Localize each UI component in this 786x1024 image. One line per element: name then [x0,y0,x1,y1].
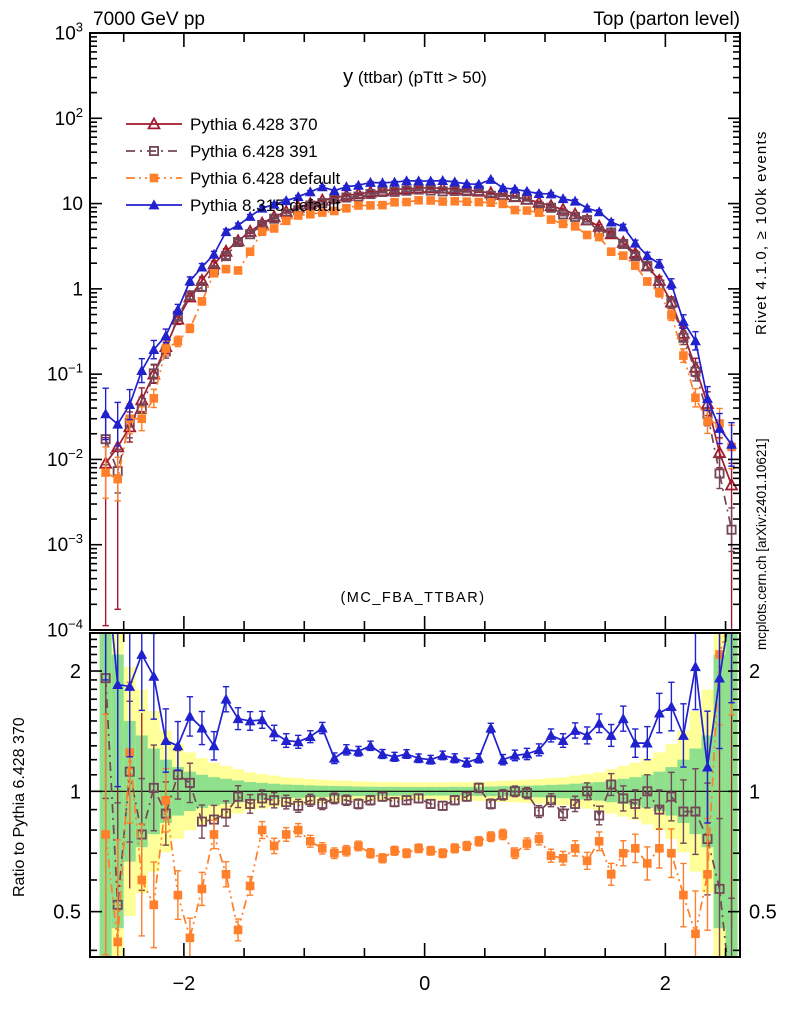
ratio-y-tick-label-left: 0.5 [53,902,81,924]
header-process: Top (parton level) [593,9,740,30]
legend: Pythia 6.428 370 Pythia 6.428 391 Pythia 6… [126,115,341,215]
main-panel-frame [89,32,741,631]
main-series-pythia-6-428-370 [98,180,739,630]
legend-entry-pythia-6-428-391: Pythia 6.428 391 [126,142,318,161]
plot-title: y (ttbar) (pTtt > 50) [343,66,487,88]
legend-entry-pythia-6-428-370: Pythia 6.428 370 [126,115,318,134]
main-y-tick-label: 102 [55,105,83,130]
legend-label: Pythia 8.315 default [190,196,341,215]
main-y-tick-label: 103 [55,20,83,45]
legend-label: Pythia 6.428 370 [190,115,318,134]
ratio-y-tick-label-right: 1 [749,781,760,803]
x-tick-label: 2 [660,973,671,995]
legend-label: Pythia 6.428 default [190,169,341,188]
ratio-y-tick-label-left: 1 [70,781,81,803]
legend-entry-pythia-8-315-default: Pythia 8.315 default [126,196,341,215]
analysis-watermark: (MC_FBA_TTBAR) [340,590,485,606]
x-tick-label: 0 [419,973,430,995]
legend-label: Pythia 6.428 391 [190,142,318,161]
main-series-pythia-6-428-391 [100,184,737,553]
main-y-tick-label: 1 [72,279,83,300]
main-y-tick-label: 10−4 [47,617,83,642]
ratio-y-tick-label-left: 2 [70,661,81,683]
main-series-pythia-6-428-default [101,195,736,502]
axis-ticks [90,32,740,957]
ratio-y-tick-label-right: 2 [749,661,760,683]
ratio-series-pythia-8-315-default [102,633,735,824]
main-y-tick-label: 10 [62,194,83,215]
ratio-panel-frame [89,632,741,958]
main-y-tick-label: 10−2 [47,446,83,471]
rivet-version-note: Rivet 4.1.0, ≥ 100k events [753,130,770,335]
legend-entry-pythia-6-428-default: Pythia 6.428 default [126,169,341,188]
header-beam-energy: 7000 GeV pp [93,9,205,30]
ratio-y-tick-label-right: 0.5 [749,902,777,924]
main-series-pythia-8-315-default [100,173,737,467]
mcplots-arxiv-note: mcplots.cern.ch [arXiv:2401.10621] [754,438,769,650]
x-tick-label: −2 [172,973,195,995]
ratio-axis-title: Ratio to Pythia 6.428 370 [11,717,28,897]
main-y-tick-label: 10−3 [47,531,83,556]
main-y-tick-label: 10−1 [47,361,83,386]
